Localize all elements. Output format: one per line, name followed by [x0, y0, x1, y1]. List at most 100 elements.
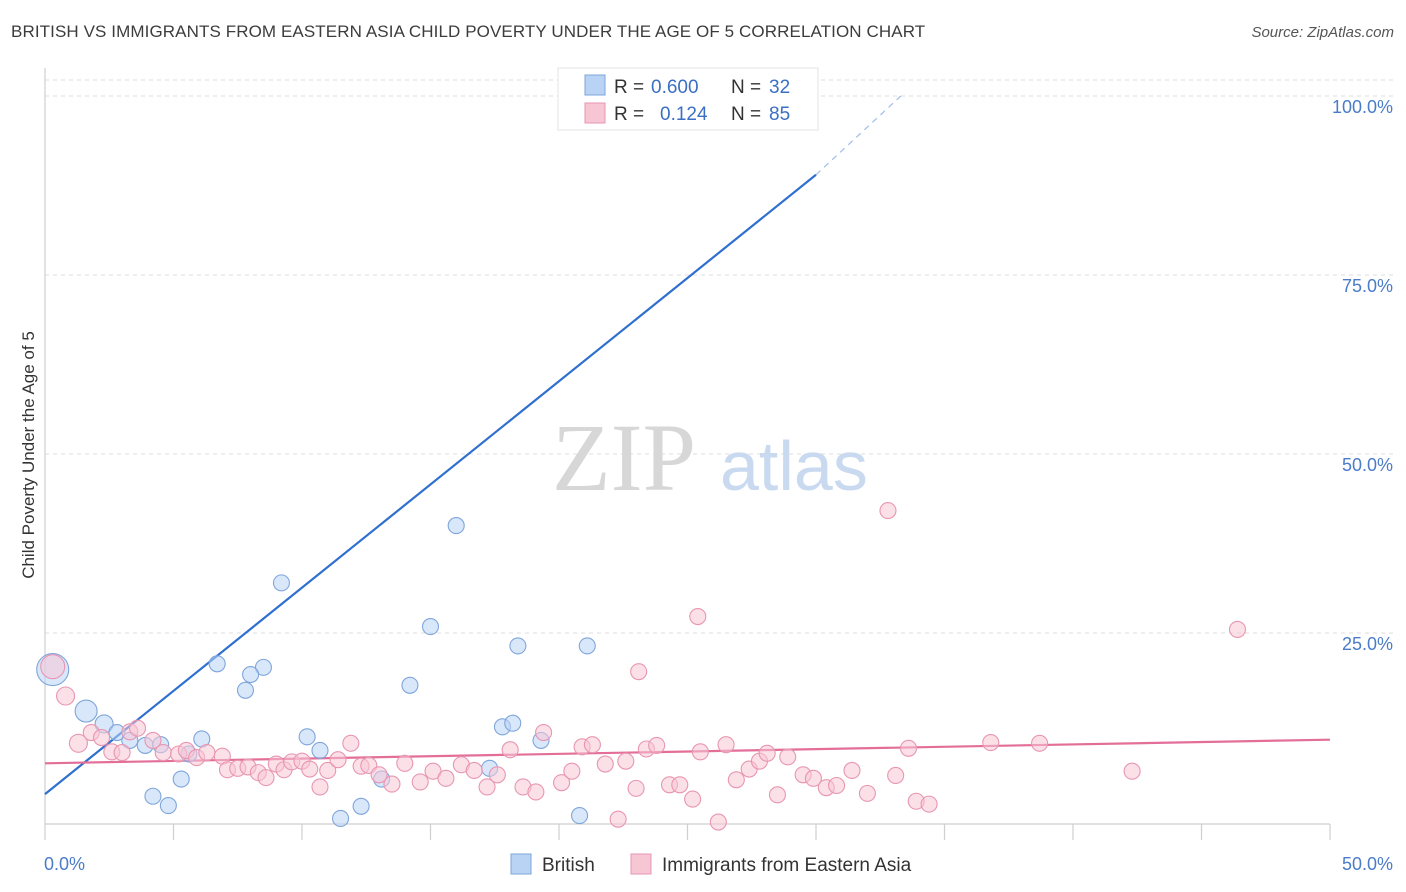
y-tick-label-1: 50.0%	[1342, 455, 1393, 475]
eastasia-point-51	[609, 810, 627, 828]
bottom-legend-eastasia: Immigrants from Eastern Asia	[662, 855, 912, 876]
legend-n-label-british: N =	[731, 77, 761, 98]
eastasia-point-71	[828, 776, 846, 795]
y-tick-label-0: 25.0%	[1342, 634, 1393, 654]
eastasia-point-27	[319, 761, 337, 780]
eastasia-point-34	[396, 754, 414, 772]
eastasia-point-1	[56, 686, 76, 706]
eastasia-point-39	[465, 761, 483, 780]
eastasia-point-10	[154, 744, 172, 762]
british-point-8	[144, 787, 162, 805]
eastasia-point-72	[843, 761, 861, 780]
british-point-24	[447, 517, 465, 535]
eastasia-point-8	[128, 719, 147, 737]
eastasia-point-35	[411, 773, 429, 791]
chart-title: BRITISH VS IMMIGRANTS FROM EASTERN ASIA …	[11, 22, 926, 41]
x-tick-label-1: 50.0%	[1342, 854, 1393, 874]
eastasia-point-37	[437, 769, 455, 787]
axes	[44, 68, 1331, 840]
eastasia-point-76	[899, 739, 918, 757]
british-point-28	[504, 714, 522, 732]
eastasia-point-26	[311, 778, 329, 796]
eastasia-point-66	[768, 786, 787, 804]
british-point-12	[236, 681, 255, 699]
eastasia-point-55	[648, 736, 666, 754]
eastasia-point-9	[144, 731, 162, 749]
british-point-30	[571, 807, 589, 825]
eastasia-point-58	[684, 790, 702, 808]
eastasia-point-47	[563, 762, 581, 780]
source-credit: Source: ZipAtlas.com	[1251, 24, 1394, 41]
legend-r-label-eastasia: R =	[614, 104, 644, 125]
eastasia-point-4	[92, 728, 111, 747]
eastasia-point-57	[671, 776, 689, 794]
eastasia-point-32	[370, 766, 388, 784]
british-point-1	[74, 699, 98, 723]
eastasia-point-59	[691, 743, 709, 761]
eastasia-point-84	[1228, 620, 1247, 638]
legend-swatch-british	[584, 74, 606, 96]
legend-n-value-british: 32	[769, 77, 790, 98]
eastasia-point-65	[758, 744, 776, 762]
eastasia-trend-line	[44, 738, 1331, 765]
legend-n-label-eastasia: N =	[731, 104, 761, 125]
eastasia-point-50	[596, 755, 614, 773]
british-point-10	[159, 797, 177, 815]
british-point-7	[172, 770, 190, 788]
y-tick-labels: 25.0% 50.0% 75.0% 100.0%	[1332, 97, 1393, 654]
british-trend-line	[44, 173, 817, 795]
british-point-31	[578, 637, 596, 655]
british-point-13	[254, 658, 273, 676]
eastasia-point-40	[478, 778, 496, 796]
british-point-11	[208, 655, 226, 673]
eastasia-point-60	[709, 813, 727, 831]
eastasia-point-29	[342, 734, 360, 752]
bottom-legend: British Immigrants from Eastern Asia	[510, 853, 912, 876]
x-tick-labels: 0.0% 50.0%	[44, 854, 1393, 874]
british-point-23	[421, 618, 440, 636]
eastasia-point-25	[301, 760, 319, 778]
watermark: ZIP atlas	[552, 404, 868, 511]
eastasia-point-44	[527, 783, 545, 801]
eastasia-point-61	[717, 736, 735, 754]
eastasia-point-81	[982, 733, 1000, 752]
eastasia-point-78	[920, 795, 938, 813]
eastasia-point-33	[383, 775, 401, 793]
eastasia-point-46	[553, 774, 571, 792]
eastasia-point-14	[198, 744, 216, 762]
eastasia-point-41	[488, 766, 506, 784]
eastasia-point-42	[501, 741, 519, 759]
eastasia-point-6	[113, 744, 131, 762]
british-point-22	[401, 676, 419, 694]
y-tick-label-2: 75.0%	[1342, 276, 1393, 296]
eastasia-point-2	[68, 733, 88, 753]
eastasia-point-0	[40, 654, 66, 680]
eastasia-point-74	[879, 502, 897, 520]
eastasia-point-36	[424, 762, 442, 780]
legend-r-label-british: R =	[614, 77, 644, 98]
eastasia-point-82	[1031, 734, 1049, 752]
bottom-legend-swatch-british	[510, 853, 532, 875]
british-point-17	[298, 728, 316, 746]
y-axis-label: Child Poverty Under the Age of 5	[19, 331, 38, 579]
eastasia-point-62	[727, 771, 745, 789]
eastasia-point-45	[535, 723, 553, 742]
data-points	[36, 502, 1247, 831]
british-point-27	[509, 637, 527, 655]
watermark-atlas: atlas	[720, 427, 868, 505]
bottom-legend-swatch-eastasia	[630, 853, 652, 875]
eastasia-point-73	[858, 784, 876, 802]
british-point-19	[331, 809, 350, 827]
eastasia-point-69	[804, 769, 822, 787]
british-trend-extension	[815, 95, 902, 176]
eastasia-point-67	[779, 748, 797, 766]
y-tick-label-3: 100.0%	[1332, 97, 1393, 117]
eastasia-point-80	[630, 663, 648, 681]
british-point-20	[352, 797, 370, 815]
x-tick-label-0: 0.0%	[44, 854, 85, 874]
legend: R = 0.600 N = 32 R = 0.124 N = 85	[557, 67, 819, 131]
eastasia-point-52	[617, 752, 635, 770]
british-point-14	[242, 665, 260, 684]
bottom-legend-british: British	[542, 855, 595, 876]
